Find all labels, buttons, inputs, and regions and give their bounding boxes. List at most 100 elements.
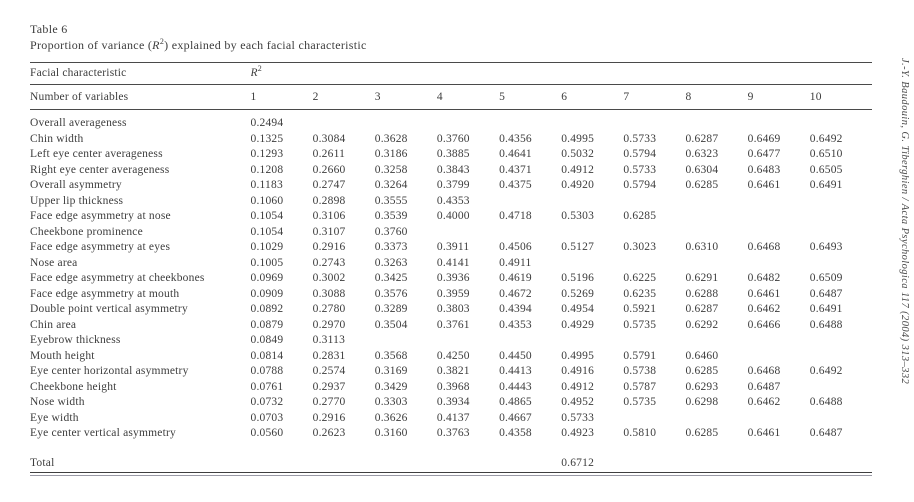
cell-value: 0.6298 [685, 396, 719, 408]
r-symbol: R [250, 67, 258, 79]
cell-value: 0.6469 [747, 132, 781, 145]
column-header-n: 6 [561, 84, 624, 110]
column-header-n: 3 [374, 84, 437, 110]
cell-value: 0.6488 [809, 318, 843, 331]
cell-value: 0.2770 [312, 396, 346, 408]
cell-value: 0.3763 [436, 427, 470, 439]
cell-value: 0.4912 [561, 163, 595, 176]
row-label: Cheekbone prominence [30, 225, 143, 238]
table-row: Upper lip thickness 0.1060 0.2898 0.3555 0.4… [30, 194, 872, 210]
table-number-text: Table 6 [30, 22, 68, 36]
cell-value: 0.3373 [374, 241, 408, 253]
cell-value: 0.4995 [561, 349, 595, 362]
table-row: Eye center horizontal asymmetry 0.0788 0.2… [30, 364, 872, 380]
cell-value: 0.6292 [685, 318, 719, 331]
cell-empty [810, 455, 872, 472]
cell-value: 0.2898 [312, 194, 346, 207]
cell-value: 0.1054 [250, 225, 284, 238]
cell-value: 0.6323 [685, 148, 719, 160]
cell-empty [685, 225, 747, 241]
cell-value: 0.6510 [809, 148, 843, 160]
cell-value: 0.3106 [312, 210, 346, 222]
table-row: Face edge asymmetry at mouth 0.0909 0.3088… [30, 287, 872, 303]
cell-value: 0.3002 [312, 272, 346, 284]
cell-value: 0.4954 [561, 303, 595, 315]
cell-value: 0.3968 [436, 380, 470, 393]
cell-value: 0.4000 [436, 210, 470, 222]
table-row: Face edge asymmetry at cheekbones 0.0969 0… [30, 271, 872, 287]
table-row: Chin width 0.1325 0.3084 0.3628 0.3760 0.4356… [30, 132, 872, 148]
cell-value: 0.5303 [561, 210, 595, 222]
cell-value: 0.6509 [809, 272, 843, 284]
cell-value: 0.4353 [499, 318, 532, 331]
cell-value: 0.3911 [436, 241, 470, 253]
cell-value: 0.1325 [250, 132, 284, 145]
cell-value: 0.6461 [747, 427, 781, 439]
cell-value: 0.6225 [623, 272, 657, 284]
cell-empty [313, 455, 375, 472]
cell-value: 0.5794 [623, 179, 657, 191]
cell-empty [437, 333, 499, 349]
cell-value: 0.6493 [809, 241, 843, 253]
cell-value: 0.5032 [561, 148, 595, 160]
cell-value: 0.6462 [747, 303, 781, 315]
cell-value: 0.0892 [250, 303, 284, 315]
cell-value: 0.2743 [312, 256, 346, 269]
row-label: Eyebrow thickness [30, 334, 121, 346]
cell-value: 0.4619 [499, 272, 532, 284]
header-row-number-of-variables: Number of variables 1 2 3 4 5 6 7 8 9 10 [30, 84, 872, 110]
cell-value: 0.0761 [250, 380, 284, 393]
cell-empty [810, 209, 872, 225]
column-header-n: 10 [809, 84, 872, 110]
cell-empty [748, 333, 810, 349]
table-row: Overall averageness 0.2494 [30, 110, 872, 132]
cell-value: 0.0814 [250, 349, 284, 362]
cell-value: 0.3258 [374, 163, 408, 176]
column-header-r-squared: R2 [250, 62, 872, 85]
cell-value: 0.6291 [685, 272, 719, 284]
cell-value: 0.3628 [374, 132, 408, 145]
cell-empty [810, 110, 872, 132]
cell-value: 0.6235 [623, 287, 657, 300]
cell-value: 0.3264 [374, 179, 408, 191]
cell-value: 0.4413 [499, 365, 532, 377]
cell-empty [561, 256, 623, 272]
cell-empty [623, 194, 685, 210]
total-label: Total [30, 456, 55, 469]
cell-value: 0.6293 [685, 380, 719, 393]
column-header-n: 2 [312, 84, 375, 110]
cell-value: 0.6288 [685, 287, 719, 300]
table-caption: Proportion of variance (R2) explained by… [30, 37, 872, 53]
cell-empty [375, 110, 437, 132]
variance-table: Facial characteristic R2 Number of varia… [30, 62, 872, 472]
table-row: Double point vertical asymmetry 0.0892 0.2… [30, 302, 872, 318]
cell-value: 0.2780 [312, 303, 346, 315]
cell-empty [685, 209, 747, 225]
column-header-facial-characteristic: Facial characteristic [30, 62, 251, 85]
cell-value: 0.3761 [436, 318, 470, 331]
caption-prefix: Proportion of variance ( [30, 38, 153, 52]
cell-value: 0.3959 [436, 287, 470, 300]
cell-empty [251, 455, 313, 472]
row-label: Chin width [30, 132, 84, 145]
cell-value: 0.5794 [623, 148, 657, 160]
cell-value: 0.4718 [499, 210, 532, 222]
cell-empty [375, 455, 437, 472]
cell-value: 0.0788 [250, 365, 284, 377]
cell-empty [499, 455, 561, 472]
cell-value: 0.4141 [436, 256, 470, 269]
cell-value: 0.5269 [561, 287, 595, 300]
cell-value: 0.5196 [561, 272, 595, 284]
cell-value: 0.3088 [312, 287, 346, 300]
cell-value: 0.5735 [623, 318, 657, 331]
caption-suffix: ) explained by each facial characteristi… [164, 38, 367, 52]
cell-value: 0.0703 [250, 411, 284, 424]
cell-value: 0.4394 [499, 303, 532, 315]
cell-empty [623, 333, 685, 349]
cell-empty [499, 333, 561, 349]
cell-empty [437, 455, 499, 472]
cell-value: 0.2831 [312, 349, 346, 362]
cell-empty [748, 411, 810, 427]
row-label: Face edge asymmetry at eyes [30, 241, 171, 253]
cell-value: 0.3084 [312, 132, 346, 145]
